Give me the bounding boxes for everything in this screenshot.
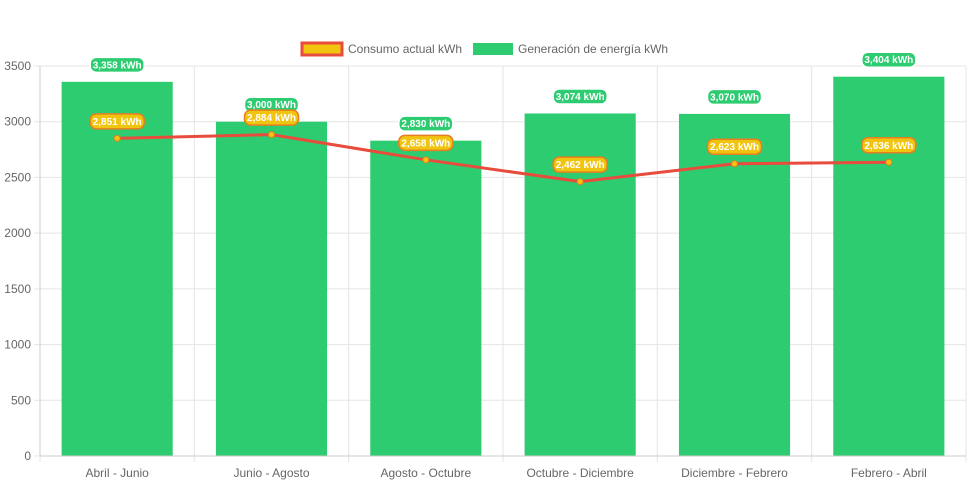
line-data-label: 2,851 kWh: [89, 113, 145, 130]
line-data-label-text: 2,462 kWh: [556, 160, 605, 171]
consumo-line: [117, 133, 889, 184]
bar-data-label-bg: [89, 56, 145, 74]
y-tick-label: 2000: [4, 226, 31, 240]
bar-layer: [61, 76, 945, 457]
y-tick-label: 3500: [4, 59, 31, 73]
line-data-label: 2,462 kWh: [552, 156, 608, 173]
line-point: [268, 131, 275, 139]
line-point: [731, 160, 738, 168]
grid-layer: [34, 65, 967, 462]
y-tick-label: 500: [11, 393, 31, 407]
line-point: [885, 158, 893, 166]
line-data-label: 2,636 kWh: [861, 137, 917, 154]
line-data-label: 2,884 kWh: [243, 109, 300, 126]
bar-data-label-bg: [861, 51, 917, 68]
bar-data-label: 3,404 kWh: [861, 51, 917, 68]
legend-swatch-generacion: [473, 43, 513, 55]
legend-label-consumo: Consumo actual kWh: [348, 42, 462, 56]
bar-data-label-text: 3,404 kWh: [864, 55, 913, 66]
data-label-layer: 3,358 kWh 3,000 kWh 2,830 kWh 3,074 kWh 3,07…: [89, 51, 917, 173]
x-tick-label: Octubre - Diciembre: [526, 466, 634, 480]
x-tick-label: Junio - Agosto: [233, 466, 309, 480]
line-data-label-bg: [398, 134, 454, 152]
bar-data-label: 3,074 kWh: [552, 88, 608, 105]
legend-swatch-consumo: [300, 41, 344, 57]
line-point: [113, 134, 121, 142]
line-data-label-bg: [243, 109, 300, 126]
line-point: [576, 178, 584, 186]
line-data-label-text: 2,636 kWh: [864, 141, 913, 152]
bar-data-label-bg: [398, 115, 454, 132]
y-tick-label: 2500: [4, 170, 31, 184]
bar: [833, 76, 945, 456]
y-tick-label: 1000: [4, 338, 31, 352]
legend-item-consumo[interactable]: Consumo actual kWh: [300, 41, 462, 57]
bar-data-label: 3,070 kWh: [706, 88, 763, 106]
legend-label-generacion: Generación de energía kWh: [518, 42, 668, 56]
line-data-label-bg: [861, 137, 917, 154]
chart-legend: Consumo actual kWh Generación de energía…: [300, 41, 668, 57]
line-data-label-text: 2,851 kWh: [93, 117, 142, 128]
line-data-label-bg: [552, 156, 608, 173]
bar-data-label-text: 3,074 kWh: [556, 92, 605, 103]
bar: [61, 81, 173, 456]
bar-data-label-bg: [552, 88, 608, 105]
x-tick-label: Abril - Junio: [85, 466, 149, 480]
line-data-label: 2,623 kWh: [706, 138, 763, 155]
axis-layer: 0 500 1000 1500 2000 2500 3000 3500 Abril - Juni…: [4, 59, 966, 480]
bar-data-label: 3,358 kWh: [89, 56, 145, 74]
line-data-label-text: 2,623 kWh: [710, 142, 759, 153]
bar-data-label-text: 3,000 kWh: [247, 100, 296, 111]
x-tick-label: Diciembre - Febrero: [681, 466, 788, 480]
legend-item-generacion[interactable]: Generación de energía kWh: [473, 42, 668, 56]
bar: [215, 121, 328, 456]
x-tick-label: Febrero - Abril: [851, 466, 927, 480]
bar-data-label-bg: [706, 88, 763, 106]
y-tick-label: 0: [24, 449, 31, 463]
line-data-label-text: 2,658 kWh: [401, 138, 450, 149]
bar-data-label-text: 3,358 kWh: [93, 60, 142, 71]
y-tick-label: 3000: [4, 115, 31, 129]
bar: [370, 140, 482, 456]
line-point: [422, 156, 430, 164]
line-data-label-text: 2,884 kWh: [247, 113, 296, 124]
bar-data-label-text: 3,070 kWh: [710, 92, 759, 103]
line-data-label-bg: [89, 113, 145, 130]
line-data-label-bg: [706, 138, 763, 155]
bar-data-label: 2,830 kWh: [398, 115, 454, 132]
bar: [678, 113, 791, 457]
line-data-label: 2,658 kWh: [398, 134, 454, 152]
x-tick-label: Agosto - Octubre: [380, 466, 471, 480]
y-tick-label: 1500: [4, 282, 31, 296]
bar-data-label-text: 2,830 kWh: [401, 119, 450, 130]
line-layer: [113, 131, 893, 186]
